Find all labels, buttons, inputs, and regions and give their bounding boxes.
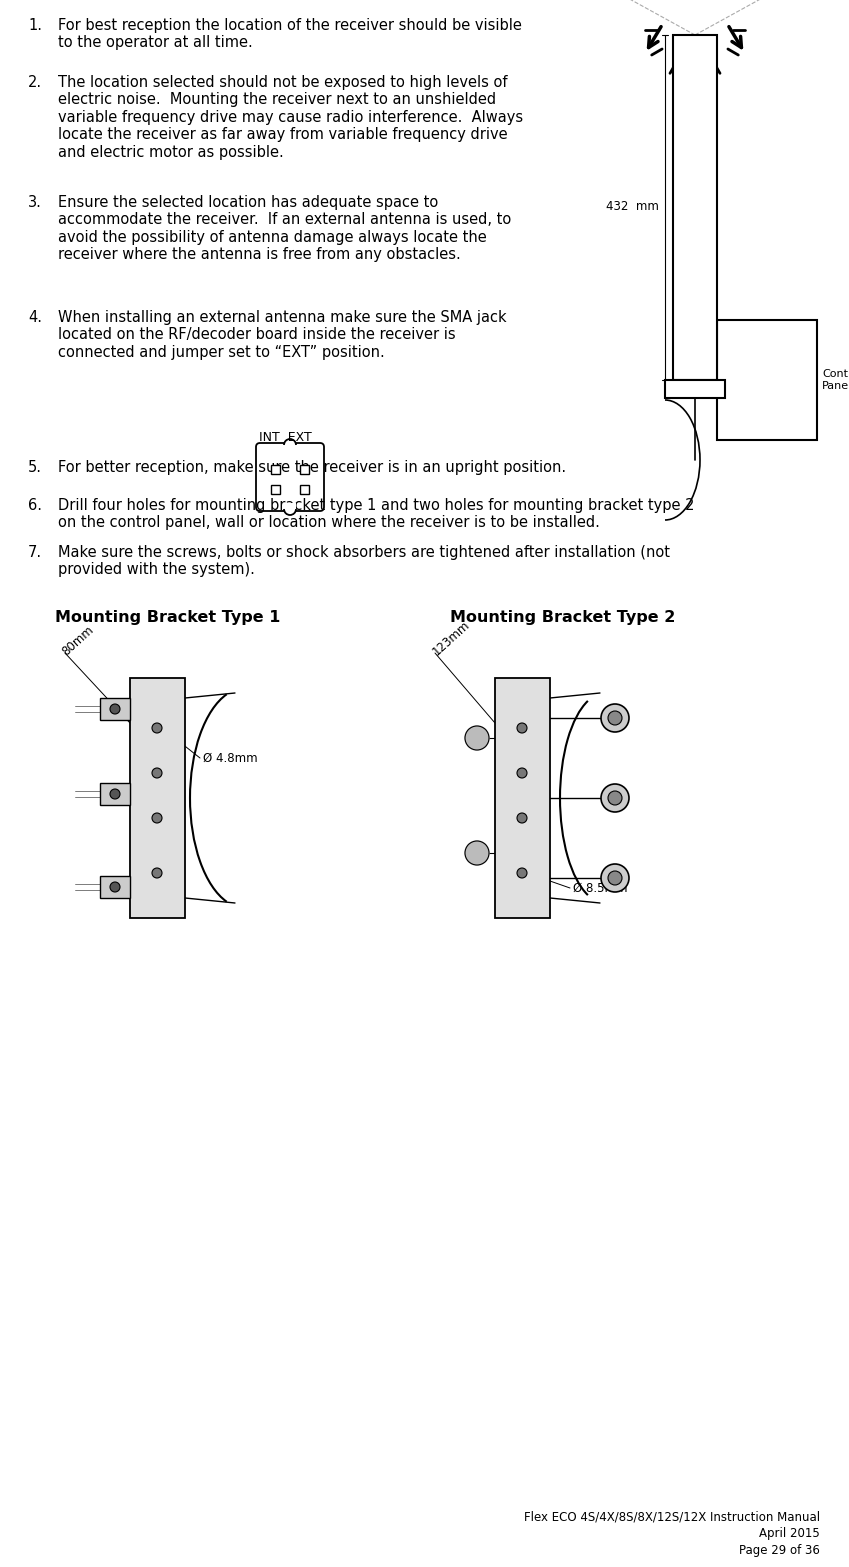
Bar [495, 679, 550, 918]
Circle shape [601, 704, 629, 732]
Bar [284, 440, 296, 451]
Text: 6.: 6. [28, 498, 42, 512]
Bar [130, 679, 185, 918]
Circle shape [601, 863, 629, 892]
Text: Mounting Bracket Type 1: Mounting Bracket Type 1 [55, 610, 280, 625]
Circle shape [517, 868, 527, 878]
Text: 2.: 2. [28, 75, 42, 89]
Circle shape [465, 726, 489, 751]
Text: Flex ECO 4S/4X/8S/8X/12S/12X Instruction Manual: Flex ECO 4S/4X/8S/8X/12S/12X Instruction… [524, 1511, 820, 1523]
Text: The location selected should not be exposed to high levels of
electric noise.  M: The location selected should not be expo… [58, 75, 523, 160]
Text: When installing an external antenna make sure the SMA jack
located on the RF/dec: When installing an external antenna make… [58, 310, 507, 360]
Circle shape [601, 784, 629, 812]
Text: For better reception, make sure the receiver is in an upright position.: For better reception, make sure the rece… [58, 461, 566, 475]
Circle shape [152, 868, 162, 878]
Text: 1.: 1. [28, 17, 42, 33]
Circle shape [517, 813, 527, 823]
Circle shape [152, 768, 162, 777]
Circle shape [517, 768, 527, 777]
Text: Mounting Bracket Type 2: Mounting Bracket Type 2 [450, 610, 675, 625]
Text: 80mm: 80mm [60, 624, 97, 658]
Circle shape [152, 813, 162, 823]
Bar [665, 381, 725, 398]
Text: Ø 8.5mm: Ø 8.5mm [573, 882, 627, 895]
Bar [300, 486, 309, 494]
Bar [300, 465, 309, 473]
Text: 5.: 5. [28, 461, 42, 475]
Text: Make sure the screws, bolts or shock absorbers are tightened after installation : Make sure the screws, bolts or shock abs… [58, 545, 670, 577]
Circle shape [110, 704, 120, 715]
Circle shape [110, 882, 120, 892]
Text: INT  EXT: INT EXT [259, 431, 312, 443]
Text: 7.: 7. [28, 545, 42, 559]
Circle shape [152, 722, 162, 733]
Text: 432  mm: 432 mm [606, 201, 659, 213]
Circle shape [608, 711, 622, 726]
Bar [100, 784, 130, 805]
Circle shape [465, 841, 489, 865]
Circle shape [608, 871, 622, 885]
FancyBboxPatch shape [256, 443, 324, 511]
Bar [100, 697, 130, 719]
Circle shape [110, 790, 120, 799]
Text: 123mm: 123mm [430, 617, 472, 658]
Text: 4.: 4. [28, 310, 42, 324]
Text: Ø 4.8mm: Ø 4.8mm [203, 752, 257, 765]
Bar [284, 503, 296, 512]
Text: April 2015: April 2015 [759, 1526, 820, 1540]
Text: Control
Panel: Control Panel [822, 370, 849, 390]
Bar [717, 320, 817, 440]
Text: Ensure the selected location has adequate space to
accommodate the receiver.  If: Ensure the selected location has adequat… [58, 194, 511, 262]
Bar [100, 876, 130, 898]
Bar [271, 486, 280, 494]
Text: Drill four holes for mounting bracket type 1 and two holes for mounting bracket : Drill four holes for mounting bracket ty… [58, 498, 694, 530]
Text: 3.: 3. [28, 194, 42, 210]
Bar [271, 465, 280, 473]
Text: For best reception the location of the receiver should be visible
to the operato: For best reception the location of the r… [58, 17, 522, 50]
Circle shape [517, 722, 527, 733]
Bar [673, 34, 717, 381]
Text: Page 29 of 36: Page 29 of 36 [739, 1543, 820, 1558]
Circle shape [608, 791, 622, 805]
